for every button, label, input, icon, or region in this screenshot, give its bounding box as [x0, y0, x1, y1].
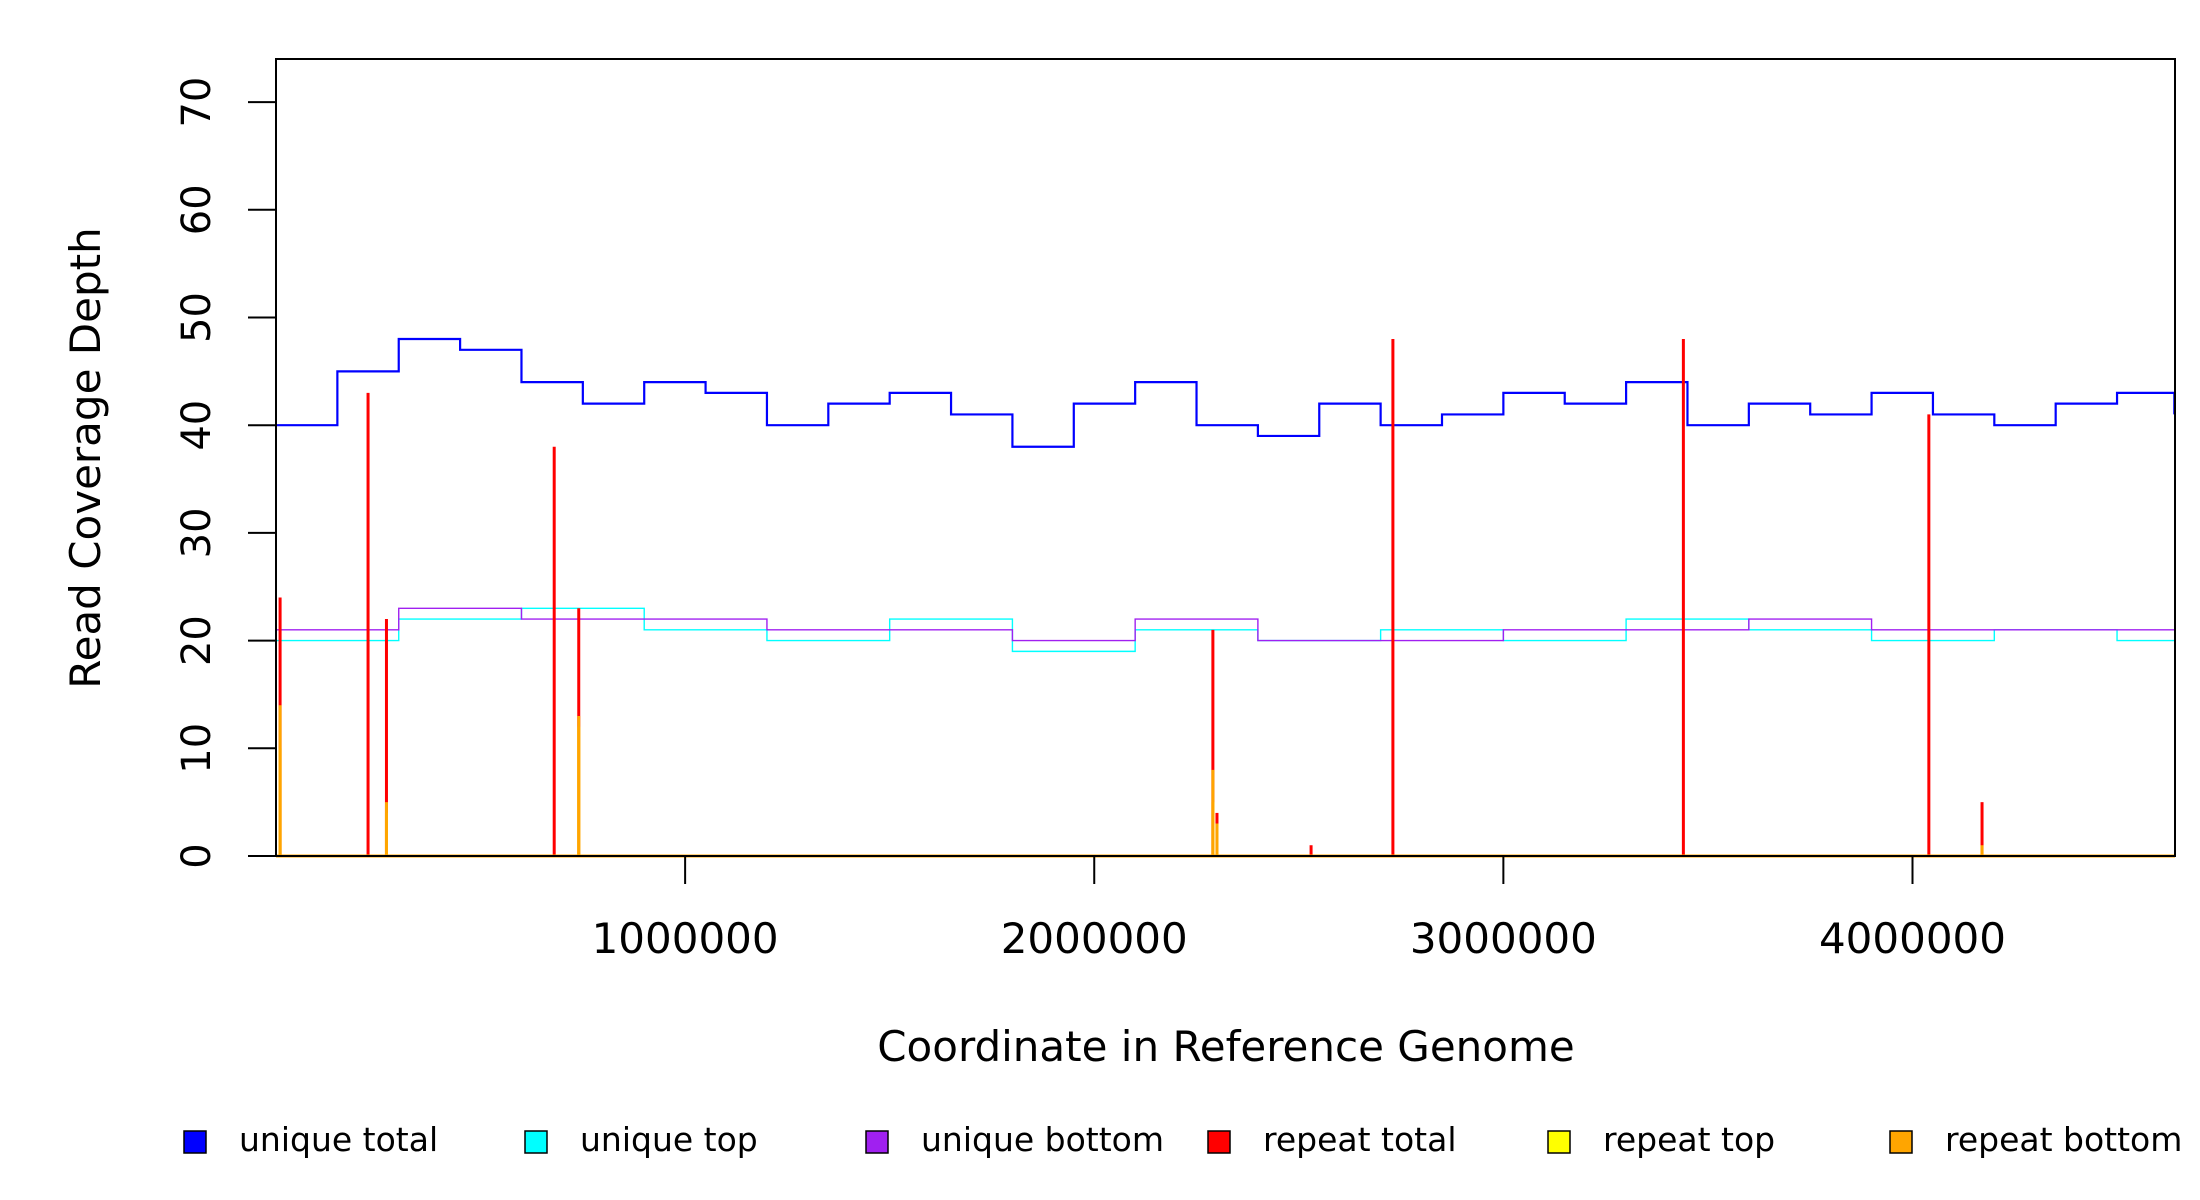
y-tick-label: 10: [174, 723, 220, 774]
x-tick-label: 3000000: [1410, 914, 1597, 963]
y-tick-label: 70: [174, 77, 220, 128]
plot-frame: [275, 58, 2176, 857]
y-tick-label: 30: [174, 507, 220, 558]
legend-label: repeat top: [1603, 1120, 1775, 1159]
legend-label: repeat total: [1263, 1120, 1457, 1159]
legend-swatch: [1547, 1130, 1571, 1154]
x-tick-label: 2000000: [1001, 914, 1188, 963]
legend-label: repeat bottom: [1945, 1120, 2182, 1159]
legend-swatch: [183, 1130, 207, 1154]
series-line: [276, 337, 2176, 448]
legend-label: unique total: [239, 1120, 438, 1159]
axis-layer: 0 10 20 30 40 50 60 70 1000000 2000000 3000000 4000…: [174, 77, 2006, 963]
legend-swatch: [865, 1130, 889, 1154]
legend-label: unique bottom: [921, 1120, 1164, 1159]
legend-swatch: [524, 1130, 548, 1154]
y-tick-label: 20: [174, 615, 220, 666]
y-tick-label: 60: [174, 184, 220, 235]
legend-label: unique top: [580, 1120, 758, 1159]
x-tick-label: 1000000: [592, 914, 779, 963]
legend-swatch: [1207, 1130, 1231, 1154]
x-axis-label: Coordinate in Reference Genome: [877, 1022, 1575, 1071]
y-axis-label: Read Coverage Depth: [61, 227, 110, 688]
y-tick-label: 40: [174, 400, 220, 451]
y-tick-label: 0: [174, 843, 220, 868]
series-line: [276, 607, 2175, 642]
legend: unique total unique top unique bottom repea…: [183, 1120, 2182, 1159]
y-tick-label: 50: [174, 292, 220, 343]
x-tick-label: 4000000: [1819, 914, 2006, 963]
legend-swatch: [1889, 1130, 1913, 1154]
